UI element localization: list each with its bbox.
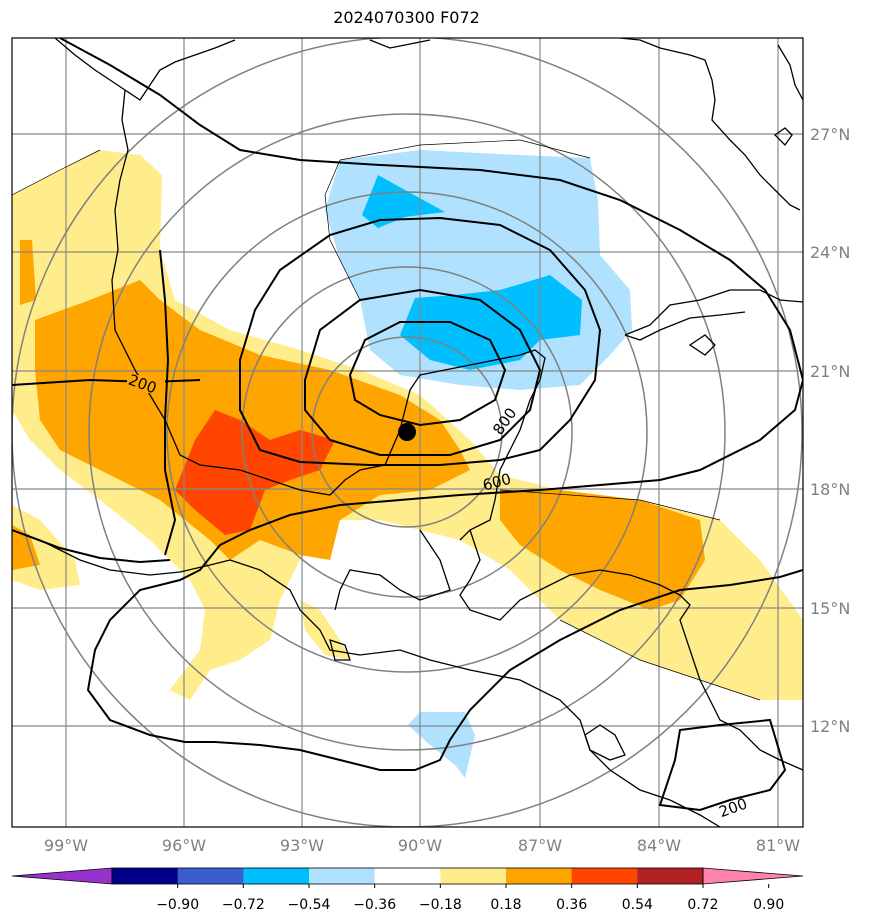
colorbar-tick-label: 0.18: [490, 897, 521, 913]
lon-label: 99°W: [44, 836, 88, 855]
colorbar-tick-label: −0.72: [222, 897, 265, 913]
map-frame: [11, 37, 804, 828]
lon-label: 93°W: [280, 836, 324, 855]
contour-label: 800: [489, 404, 520, 438]
shading-outlines: [12, 139, 761, 701]
range-rings: [12, 38, 803, 827]
lat-label: 21°N: [810, 362, 850, 381]
colorbar-cell: [112, 868, 179, 884]
map-area: 200 800 600 200: [12, 38, 803, 827]
lon-label: 96°W: [162, 836, 206, 855]
colorbar-cell: [637, 868, 704, 884]
shading-negative: [325, 150, 632, 778]
colorbar-extend-low: [12, 868, 112, 884]
map-title: 2024070300 F072: [333, 8, 480, 27]
lat-label: 15°N: [810, 599, 850, 618]
colorbar-cell: [243, 868, 310, 884]
lat-label: 27°N: [810, 125, 850, 144]
colorbar-tick-label: −0.36: [353, 897, 396, 913]
contour-label: 200: [717, 794, 750, 821]
colorbar-tick-label: 0.54: [622, 897, 653, 913]
colorbar-tick-label: 0.72: [687, 897, 718, 913]
colorbar-tick-label: −0.90: [156, 897, 199, 913]
lon-label: 87°W: [518, 836, 562, 855]
latitude-labels: 27°N 24°N 21°N 18°N 15°N 12°N: [810, 125, 850, 736]
colorbar-cell: [440, 868, 507, 884]
colorbar-extend-high: [703, 868, 803, 884]
lon-label: 90°W: [398, 836, 442, 855]
colorbar: −0.90 −0.72 −0.54 −0.36 −0.18 0.18 0.36 0.54 0.7…: [11, 867, 804, 913]
lat-label: 18°N: [810, 480, 850, 499]
lat-label: 24°N: [810, 243, 850, 262]
contours: [12, 38, 803, 812]
lon-label: 84°W: [637, 836, 681, 855]
colorbar-tick-label: −0.18: [419, 897, 462, 913]
colorbar-cell: [309, 868, 376, 884]
colorbar-cell: [571, 868, 638, 884]
colorbar-cell: [374, 868, 441, 884]
colorbar-tick-label: −0.54: [288, 897, 331, 913]
colorbar-cell: [177, 868, 244, 884]
colorbar-cell: [506, 868, 573, 884]
lat-label: 12°N: [810, 717, 850, 736]
storm-center-marker: [398, 423, 416, 441]
colorbar-tick-label: 0.90: [753, 897, 784, 913]
lon-label: 81°W: [756, 836, 800, 855]
longitude-labels: 99°W 96°W 93°W 90°W 87°W 84°W 81°W: [44, 836, 800, 855]
colorbar-tick-label: 0.36: [556, 897, 587, 913]
